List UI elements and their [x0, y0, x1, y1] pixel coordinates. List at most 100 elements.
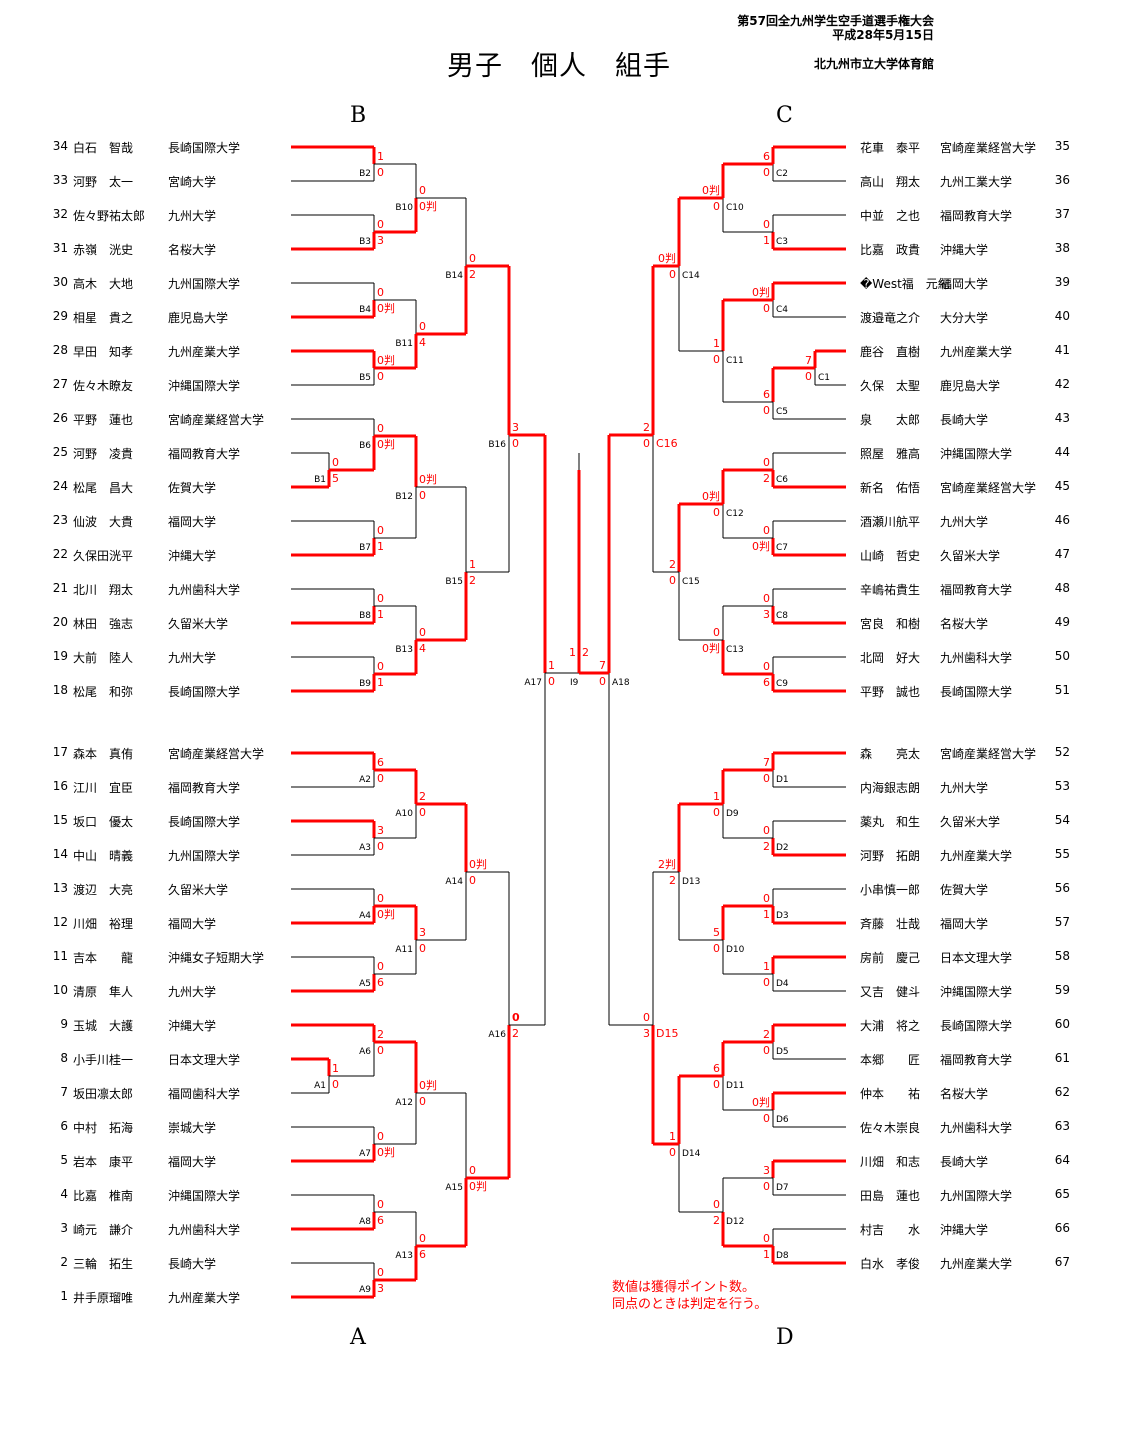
- match-label: C4: [776, 305, 788, 315]
- score-top: 0: [763, 1232, 770, 1245]
- match-label: A17: [524, 678, 542, 688]
- player-number: 47: [1054, 547, 1070, 561]
- score-bottom: 0: [763, 772, 770, 785]
- match-label: D8: [776, 1251, 789, 1261]
- player-university: 九州歯科大学: [940, 1121, 1013, 1135]
- score-bottom: 0: [419, 806, 426, 819]
- match-label: D11: [726, 1081, 744, 1091]
- score-bottom: 1: [763, 908, 770, 921]
- score-bottom: 0判: [419, 200, 437, 213]
- player-university: 宮崎産業経営大学: [940, 747, 1037, 761]
- score-top: 0: [713, 626, 720, 639]
- player-number: 51: [1054, 683, 1070, 697]
- player-university: 沖縄大学: [168, 549, 217, 563]
- player-number: 35: [1054, 139, 1070, 153]
- player-number: 46: [1054, 513, 1070, 527]
- score-top: 0: [377, 524, 384, 537]
- match-label: C12: [726, 509, 744, 519]
- score-top: 0: [643, 1011, 650, 1024]
- player-number: 48: [1054, 581, 1070, 595]
- match-label: B11: [395, 339, 413, 349]
- page-title: 男子 個人 組手: [447, 51, 671, 82]
- player-number: 36: [1054, 173, 1070, 187]
- match-label: A12: [395, 1098, 413, 1108]
- match-label: D3: [776, 911, 789, 921]
- player-name: 川畑 和志: [860, 1155, 921, 1169]
- score-top: 1: [548, 659, 555, 672]
- player-university: 福岡教育大学: [940, 1053, 1013, 1067]
- player-university: 宮崎産業経営大学: [168, 413, 265, 427]
- score-bottom: 0判: [469, 1180, 487, 1193]
- player-name: 久保田洸平: [73, 549, 134, 563]
- player-name: 薬丸 和生: [860, 815, 921, 829]
- player-name: 鹿谷 直樹: [860, 345, 921, 359]
- match-label: C6: [776, 475, 788, 485]
- player-name: 早田 知孝: [73, 345, 134, 359]
- score-bottom: 0: [713, 942, 720, 955]
- score-top: 3: [512, 421, 519, 434]
- player-name: 仙波 大貴: [73, 515, 134, 529]
- player-number: 17: [52, 745, 68, 759]
- score-bottom: 2: [713, 1214, 720, 1227]
- score-top: 0: [332, 456, 339, 469]
- player-name: 仲本 祐: [860, 1087, 921, 1101]
- player-number: 39: [1054, 275, 1070, 289]
- player-name: 新名 佑悟: [860, 481, 921, 495]
- player-university: 九州大学: [168, 651, 217, 665]
- match-label: B12: [395, 492, 413, 502]
- note-line: 同点のときは判定を行う。: [612, 1297, 768, 1312]
- player-university: 長崎大学: [940, 413, 989, 427]
- match-label: C13: [726, 645, 744, 655]
- player-name: 川畑 裕理: [73, 917, 134, 931]
- match-label: A7: [359, 1149, 371, 1159]
- player-university: 佐賀大学: [168, 481, 217, 495]
- player-number: 57: [1054, 915, 1070, 929]
- score-top: 0: [419, 1232, 426, 1245]
- player-university: 宮崎産業経営大学: [940, 481, 1037, 495]
- match-label: A2: [359, 775, 371, 785]
- player-university: 九州大学: [940, 781, 989, 795]
- score-top: 0判: [419, 1079, 437, 1092]
- score-top: 0判: [419, 473, 437, 486]
- player-university: 久留米大学: [940, 815, 1001, 829]
- score-top: 0: [763, 660, 770, 673]
- player-university: 九州歯科大学: [168, 583, 241, 597]
- score-top: 7: [763, 756, 770, 769]
- score-bottom: 0: [643, 437, 650, 450]
- player-university: 長崎大学: [940, 1155, 989, 1169]
- player-name: 坂口 優太: [73, 815, 134, 829]
- player-name: 玉城 大護: [73, 1019, 134, 1033]
- score-bottom: 3: [763, 608, 770, 621]
- score-top: 0: [419, 626, 426, 639]
- score-bottom: 0: [763, 302, 770, 315]
- player-number: 5: [60, 1153, 68, 1167]
- player-university: 長崎国際大学: [168, 685, 241, 699]
- event-info: 第57回全九州学生空手道選手権大会 平成28年5月15日: [737, 14, 934, 42]
- match-label: A5: [359, 979, 371, 989]
- player-name: 宮良 和樹: [860, 617, 921, 631]
- score-bottom: 2: [669, 874, 676, 887]
- score-bottom: 0: [419, 489, 426, 502]
- player-number: 31: [52, 241, 68, 255]
- player-university: 日本文理大学: [940, 951, 1013, 965]
- score-top: 1: [713, 337, 720, 350]
- player-number: 44: [1054, 445, 1070, 459]
- player-number: 64: [1054, 1153, 1070, 1167]
- player-university: 名桜大学: [940, 1087, 989, 1101]
- match-label: D6: [776, 1115, 789, 1125]
- score-bottom: 5: [332, 472, 339, 485]
- score-bottom: 1: [763, 234, 770, 247]
- player-name: 岩本 康平: [73, 1155, 134, 1169]
- block-label-a: A: [350, 1325, 366, 1350]
- score-top: 2: [669, 558, 676, 571]
- player-name: 本郷 匠: [860, 1053, 921, 1067]
- score-bottom: 0: [377, 1044, 384, 1057]
- match-label: D5: [776, 1047, 789, 1057]
- player-number: 54: [1054, 813, 1070, 827]
- player-name: 崎元 謙介: [73, 1223, 134, 1237]
- player-university: 九州産業大学: [940, 849, 1013, 863]
- score-top: 0: [763, 892, 770, 905]
- player-name: 北川 翔太: [73, 583, 134, 597]
- player-number: 23: [52, 513, 68, 527]
- score-bottom: 0: [332, 1078, 339, 1091]
